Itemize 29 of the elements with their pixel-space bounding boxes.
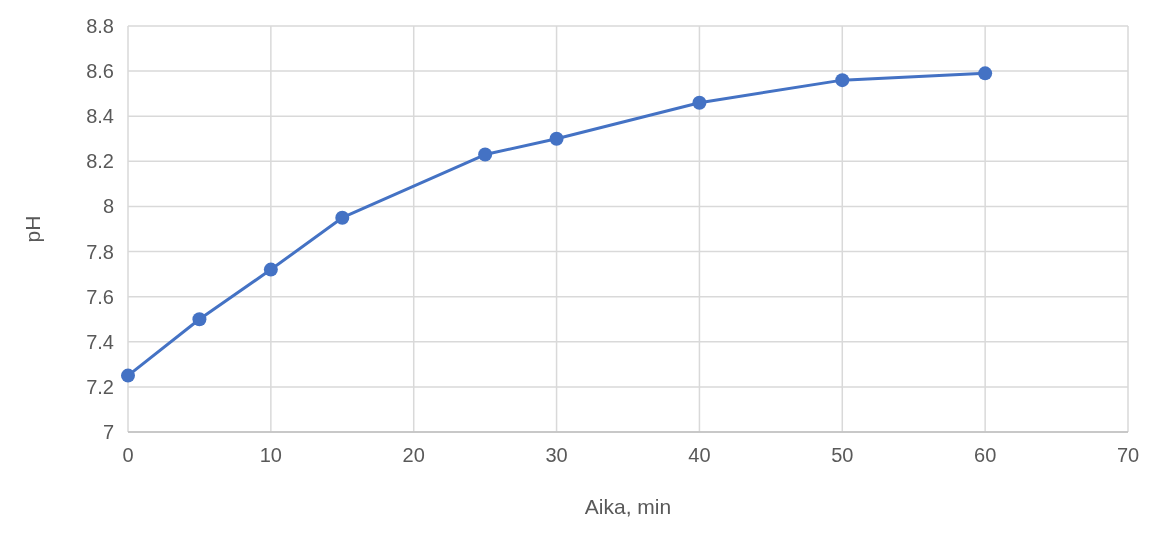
y-tick-label: 8.6: [86, 60, 114, 83]
x-tick-label: 70: [1116, 444, 1140, 466]
x-tick-label: 40: [688, 444, 711, 466]
point: [549, 131, 564, 146]
point: [335, 210, 350, 225]
x-tick-label: 60: [974, 444, 997, 466]
point: [192, 312, 207, 327]
x-axis-title: Aika, min: [584, 495, 672, 518]
y-tick-label: 7.4: [86, 330, 114, 353]
x-tick-label: 0: [122, 444, 134, 466]
point: [692, 95, 707, 110]
y-tick-label: 7: [102, 421, 114, 443]
y-tick-label: 7.2: [86, 375, 114, 398]
point: [121, 368, 135, 383]
x-tick-label: 30: [545, 444, 568, 466]
x-tick-label: 20: [402, 444, 425, 466]
x-tick-label: 10: [259, 444, 282, 466]
y-tick-label: 7.6: [86, 285, 114, 308]
y-tick-label: 8: [102, 195, 114, 218]
y-tick-label: 7.8: [86, 240, 114, 263]
y-tick-label: 8.2: [86, 150, 114, 173]
point: [978, 66, 993, 81]
y-tick-label: 8.8: [86, 15, 114, 37]
point: [263, 262, 278, 277]
x-tick-label: 50: [831, 444, 854, 466]
point: [835, 73, 850, 88]
y-axis-title: pH: [21, 215, 44, 243]
y-tick-label: 8.4: [86, 105, 114, 128]
point: [478, 147, 493, 162]
